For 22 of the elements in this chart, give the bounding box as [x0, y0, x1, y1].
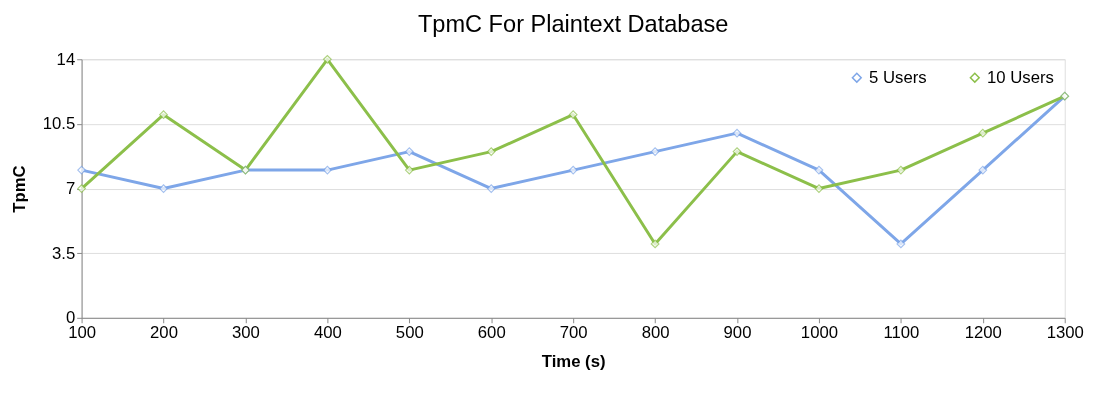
x-tick-label: 1100 — [883, 322, 920, 342]
x-tick-label: 300 — [232, 322, 260, 342]
x-tick-label: 1000 — [800, 322, 839, 342]
x-axis-title: Time (s) — [541, 352, 606, 372]
x-tick-label: 900 — [723, 322, 752, 342]
x-tick-label: 100 — [68, 322, 97, 342]
chart-title: TpmC For Plaintext Database — [417, 10, 729, 37]
x-tick-label: 200 — [150, 322, 178, 342]
x-tick-label: 700 — [559, 322, 588, 342]
x-tick-label: 1300 — [1046, 322, 1084, 342]
y-axis-title: TpmC — [9, 165, 29, 213]
x-tick-label: 800 — [641, 322, 670, 342]
legend-label: 10 Users — [987, 67, 1054, 87]
x-tick-label: 600 — [477, 322, 506, 342]
y-tick-label: 3.5 — [51, 243, 76, 263]
y-tick-label: 10.5 — [42, 114, 76, 134]
x-tick-label: 500 — [395, 322, 424, 342]
legend-label: 5 Users — [869, 67, 927, 87]
y-tick-label: 14 — [56, 49, 76, 69]
y-tick-label: 7 — [65, 178, 76, 198]
x-tick-label: 1200 — [964, 322, 1002, 342]
x-tick-label: 400 — [313, 322, 342, 342]
